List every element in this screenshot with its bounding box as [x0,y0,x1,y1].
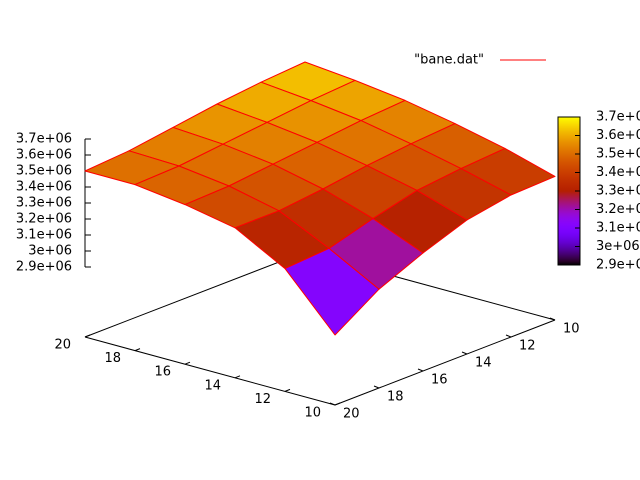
y-tick-label: 16 [431,373,448,388]
y-tick [417,368,424,372]
y-tick-label: 18 [387,390,404,405]
x-tick [234,375,241,379]
y-tick-label: 20 [343,407,360,422]
x-tick [184,361,191,365]
y-tick-label: 14 [475,356,492,371]
colorbar-tick-label: 3.1e+06 [596,221,640,236]
z-tick-label: 3.7e+06 [16,132,72,147]
z-tick-label: 3.6e+06 [16,148,72,163]
colorbar-tick-label: 2.9e+06 [596,258,640,273]
colorbar-tick-label: 3.6e+06 [596,128,640,143]
base-edge [84,251,306,338]
z-tick-label: 3.2e+06 [16,212,72,227]
x-tick-label: 18 [104,351,121,366]
legend-label: "bane.dat" [414,53,484,68]
z-tick-label: 3.4e+06 [16,180,72,195]
colorbar-tick-label: 3.4e+06 [596,165,640,180]
base-edge [84,336,336,406]
colorbar-tick-label: 3.5e+06 [596,147,640,162]
z-tick-label: 2.9e+06 [16,260,72,275]
colorbar-tick-label: 3.7e+06 [596,110,640,125]
x-tick [84,334,91,338]
base-edge [334,319,556,406]
y-tick [329,402,336,406]
y-tick-label: 10 [563,322,580,337]
z-tick-label: 3e+06 [28,244,72,259]
y-tick [505,334,512,338]
x-tick [284,388,291,392]
surface-patch [284,247,380,336]
x-tick-label: 14 [204,378,221,393]
x-tick-label: 12 [254,392,271,407]
z-tick-label: 3.5e+06 [16,164,72,179]
x-tick-label: 10 [304,406,321,421]
x-tick [134,348,141,352]
colorbar-tick-label: 3e+06 [596,239,640,254]
z-tick-label: 3.1e+06 [16,228,72,243]
colorbar-tick-label: 3.2e+06 [596,202,640,217]
y-tick [461,351,468,355]
z-tick-label: 3.3e+06 [16,196,72,211]
y-tick [549,317,556,321]
x-tick-label: 20 [54,338,71,353]
y-tick-label: 12 [519,339,536,354]
x-tick-label: 16 [154,365,171,380]
colorbar-tick-label: 3.3e+06 [596,184,640,199]
y-tick [373,385,380,389]
x-tick [334,402,341,406]
